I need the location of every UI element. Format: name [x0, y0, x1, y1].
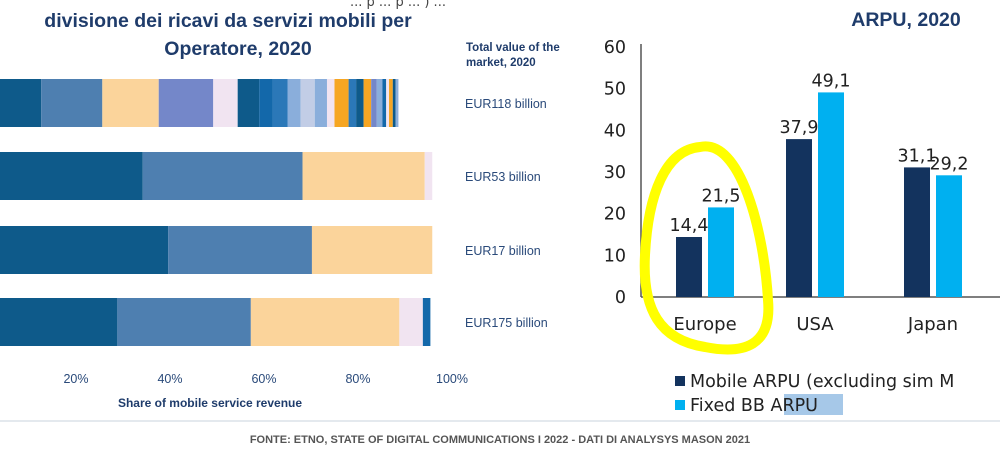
bar-segment-row4-2 — [117, 298, 251, 346]
row-total-label: EUR17 billion — [465, 244, 541, 258]
data-label-japan-series1: 31,1 — [898, 146, 937, 166]
right-y-tick: 60 — [604, 38, 626, 58]
bar-segment-row1-12 — [326, 79, 335, 127]
bar-segment-row1-2 — [41, 79, 103, 127]
right-legend: Mobile ARPU (excluding sim M Fixed BB AR… — [675, 372, 954, 416]
bar-segment-row4-4 — [399, 298, 423, 346]
right-y-tick: 50 — [604, 80, 626, 100]
bar-segment-row4-3 — [250, 298, 400, 346]
bar-segment-row1-18 — [376, 79, 383, 127]
bar-japan-series2 — [936, 175, 962, 297]
left-x-axis-label: Share of mobile service revenue — [118, 396, 302, 410]
bar-segment-row1-8 — [272, 79, 288, 127]
left-x-tick: 60% — [251, 372, 276, 386]
bar-segment-row1-13 — [334, 79, 349, 127]
bar-segment-row4-1 — [0, 298, 118, 346]
left-x-tick: 100% — [436, 372, 468, 386]
totals-header-line1: Total value of the — [466, 42, 560, 54]
row-total-label: EUR118 billion — [465, 97, 547, 111]
category-label-japan: Japan — [907, 314, 958, 335]
legend-swatch-fixed — [675, 400, 685, 410]
bar-japan-series1 — [904, 167, 930, 297]
category-label-europe: Europe — [673, 314, 736, 335]
bar-segment-row2-2 — [142, 152, 303, 200]
left-chart-title-line2: Operatore, 2020 — [164, 38, 312, 60]
left-x-tick: 40% — [157, 372, 182, 386]
left-chart-title-line1: divisione dei ricavi da servizi mobili p… — [44, 10, 412, 32]
bar-segment-row1-14 — [348, 79, 357, 127]
right-bar-area: 14,4 21,5 37,9 49,1 31,129,2 — [670, 71, 969, 298]
bar-segment-row1-15 — [356, 79, 364, 127]
left-x-tick: 80% — [345, 372, 370, 386]
bar-segment-row1-16 — [363, 79, 372, 127]
data-label-europe-series1: 14,4 — [670, 216, 709, 236]
right-y-tick: 30 — [604, 163, 626, 183]
bar-segment-row1-19 — [382, 79, 387, 127]
bar-segment-row1-7 — [259, 79, 273, 127]
europe-highlight-circle — [639, 141, 774, 355]
left-x-tick: 20% — [63, 372, 88, 386]
bar-segment-row1-10 — [300, 79, 315, 127]
stacked-bar-area — [0, 79, 433, 346]
right-y-tick: 0 — [615, 288, 626, 308]
data-label-europe-series2: 21,5 — [702, 186, 741, 206]
bar-segment-row1-17 — [371, 79, 377, 127]
left-x-axis-ticks: 20% 40% 60% 80% 100% — [63, 372, 468, 386]
bar-usa-series1 — [786, 139, 812, 297]
legend-label-fixed: Fixed BB ARPU — [690, 396, 818, 416]
bar-segment-row4-5 — [422, 298, 431, 346]
legend-label-mobile: Mobile ARPU (excluding sim M — [690, 372, 954, 392]
right-category-labels: Europe USA Japan — [673, 314, 958, 335]
bar-segment-row1-23 — [395, 79, 399, 127]
bar-segment-row1-9 — [287, 79, 301, 127]
bar-segment-row1-3 — [102, 79, 159, 127]
right-y-tick: 20 — [604, 205, 626, 225]
right-y-tick: 40 — [604, 121, 626, 141]
legend-text-highlight — [784, 394, 843, 415]
top-fragment: ... p ... p ... ) ... — [350, 0, 446, 10]
bar-segment-row1-22 — [392, 79, 396, 127]
bar-europe-series1 — [676, 237, 702, 297]
bar-segment-row1-21 — [389, 79, 393, 127]
bar-segment-row1-11 — [314, 79, 327, 127]
bar-europe-series2 — [708, 207, 734, 297]
right-y-axis-ticks: 0 10 20 30 40 50 60 — [604, 38, 626, 308]
right-chart-title: ARPU, 2020 — [851, 9, 961, 31]
footer-source: FONTE: ETNO, STATE OF DIGITAL COMMUNICAT… — [250, 434, 750, 446]
bar-usa-series2 — [818, 92, 844, 298]
category-label-usa: USA — [796, 314, 834, 335]
bar-segment-row1-20 — [386, 79, 390, 127]
bar-segment-row1-6 — [237, 79, 260, 127]
data-label-usa-series2: 49,1 — [812, 71, 851, 91]
data-label-japan-series2: 29,2 — [930, 154, 969, 174]
bar-segment-row1-1 — [0, 79, 42, 127]
legend-swatch-mobile — [675, 376, 685, 386]
row-total-label: EUR175 billion — [465, 316, 548, 330]
bar-segment-row3-3 — [311, 226, 433, 274]
bar-segment-row2-3 — [302, 152, 425, 200]
bar-segment-row1-5 — [213, 79, 238, 127]
bar-segment-row3-1 — [0, 226, 169, 274]
bar-segment-row2-1 — [0, 152, 143, 200]
bar-segment-row3-2 — [168, 226, 312, 274]
data-label-usa-series1: 37,9 — [780, 118, 819, 138]
row-totals: EUR118 billion EUR53 billion EUR17 billion… — [465, 97, 548, 330]
bar-segment-row2-4 — [424, 152, 433, 200]
right-y-tick: 10 — [604, 246, 626, 266]
bar-segment-row1-4 — [158, 79, 214, 127]
totals-header-line2: market, 2020 — [466, 57, 536, 69]
row-total-label: EUR53 billion — [465, 170, 541, 184]
